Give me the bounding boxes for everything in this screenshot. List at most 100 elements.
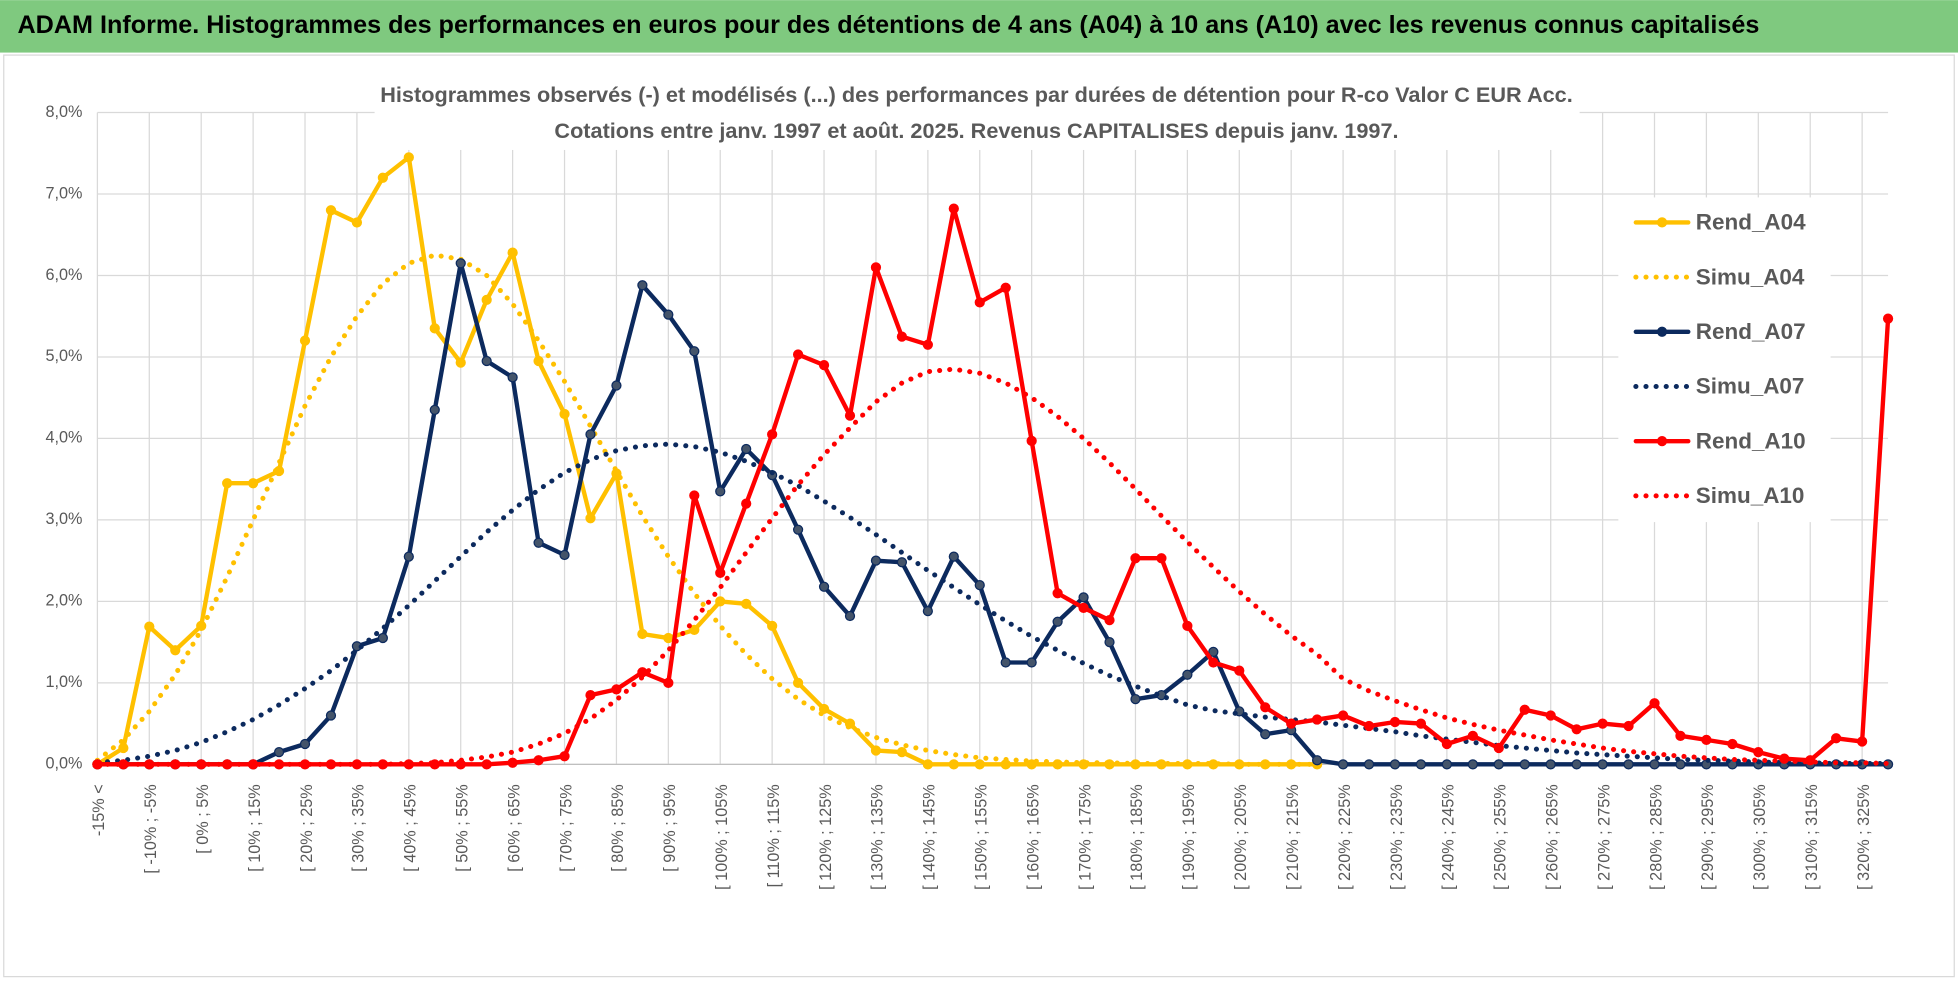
y-tick-label: 4,0% xyxy=(45,429,82,447)
point xyxy=(1208,657,1219,668)
point xyxy=(1363,720,1375,732)
point xyxy=(1882,313,1894,324)
point xyxy=(1337,710,1349,721)
x-tick-label: [ 40% ; 45% xyxy=(402,784,420,871)
point xyxy=(1000,657,1011,668)
point xyxy=(1182,620,1193,631)
point xyxy=(1234,665,1245,676)
point xyxy=(922,339,933,350)
x-tick-label: [ 60% ; 65% xyxy=(505,784,523,871)
point xyxy=(325,710,337,721)
point xyxy=(1467,730,1478,741)
x-tick-label: [ 10% ; 15% xyxy=(246,784,264,871)
point xyxy=(1856,736,1868,747)
y-tick-label: 8,0% xyxy=(45,103,82,121)
point xyxy=(974,759,985,770)
x-tick-label: [ 110% ; 115% xyxy=(765,784,783,887)
legend: Rend_A04 Simu_A04 Rend_A07 Simu_A07 Rend_A10… xyxy=(1633,210,1806,508)
point xyxy=(1389,759,1401,770)
point xyxy=(792,524,804,535)
model-line xyxy=(94,441,1891,767)
point xyxy=(1623,759,1634,770)
point xyxy=(637,628,648,640)
x-tick-label: [ 170% ; 175% xyxy=(1076,784,1094,890)
x-tick-label: [ 0% ; 5% xyxy=(194,784,212,853)
point xyxy=(637,667,648,678)
point xyxy=(818,703,830,715)
legend-marker xyxy=(1656,326,1668,337)
legend-backdrop xyxy=(1618,197,1831,523)
point xyxy=(1493,759,1504,770)
point xyxy=(481,759,492,770)
y-tick-label: 7,0% xyxy=(45,184,82,202)
point xyxy=(1701,734,1712,746)
y-tick-label: 3,0% xyxy=(45,510,82,528)
chart-title: Histogrammes observés (-) et modélisés (… xyxy=(380,84,1573,107)
point xyxy=(533,537,544,548)
x-tick-label: [ 20% ; 25% xyxy=(298,784,316,871)
point xyxy=(1052,616,1063,627)
point xyxy=(299,738,311,750)
model-line xyxy=(94,252,1320,767)
point xyxy=(1597,759,1608,770)
point xyxy=(1649,759,1660,770)
x-tick-label: [ 280% ; 285% xyxy=(1647,784,1665,890)
point xyxy=(844,610,856,622)
point xyxy=(351,217,363,228)
point xyxy=(818,581,830,592)
point xyxy=(299,335,311,346)
point xyxy=(1000,282,1011,293)
point xyxy=(715,567,726,578)
x-tick-label: [ 180% ; 185% xyxy=(1128,784,1146,890)
point xyxy=(1545,759,1556,770)
point xyxy=(1312,714,1323,725)
point xyxy=(948,551,959,562)
point xyxy=(1753,747,1764,758)
point xyxy=(1104,615,1115,626)
point xyxy=(948,759,959,770)
point xyxy=(1156,553,1167,564)
x-tick-label: [ 100% ; 105% xyxy=(713,784,731,890)
point xyxy=(689,490,700,501)
x-tick-label: [ 200% ; 205% xyxy=(1232,784,1250,890)
title-backdrop xyxy=(374,77,1580,150)
x-tick-label: [ 230% ; 235% xyxy=(1388,784,1406,890)
point xyxy=(741,498,752,509)
point xyxy=(896,557,908,568)
point xyxy=(1831,733,1842,744)
point xyxy=(1571,724,1582,735)
x-tick-label: [ 70% ; 75% xyxy=(557,784,575,871)
y-tick-label: 5,0% xyxy=(45,347,82,365)
point xyxy=(507,372,518,383)
point xyxy=(1519,704,1530,715)
point xyxy=(507,757,518,768)
x-tick-label: [ 260% ; 265% xyxy=(1543,784,1561,890)
point xyxy=(1286,718,1297,729)
legend-label: Simu_A10 xyxy=(1696,483,1805,508)
point xyxy=(455,357,466,368)
plot xyxy=(92,152,1894,770)
point xyxy=(1727,738,1738,750)
x-tick-label: [ 90% ; 95% xyxy=(661,784,679,871)
point xyxy=(663,677,674,688)
x-tick-label: [ 150% ; 155% xyxy=(973,784,991,890)
point xyxy=(792,677,804,688)
point xyxy=(585,429,596,440)
x-tick-label: [ 50% ; 55% xyxy=(454,784,472,871)
x-tick-label: [ 80% ; 85% xyxy=(609,784,627,871)
point xyxy=(974,579,985,591)
point xyxy=(1545,710,1556,721)
point xyxy=(767,429,778,440)
x-tick-label: [ 320% ; 325% xyxy=(1855,784,1873,890)
point xyxy=(1052,588,1063,599)
point xyxy=(1519,759,1530,770)
point xyxy=(429,404,440,416)
legend-label: Rend_A04 xyxy=(1696,210,1806,235)
point xyxy=(1182,669,1193,680)
point xyxy=(1441,759,1453,770)
point xyxy=(818,359,830,371)
x-tick-label: [ 30% ; 35% xyxy=(350,784,368,871)
point xyxy=(1493,742,1504,754)
point xyxy=(741,598,752,609)
